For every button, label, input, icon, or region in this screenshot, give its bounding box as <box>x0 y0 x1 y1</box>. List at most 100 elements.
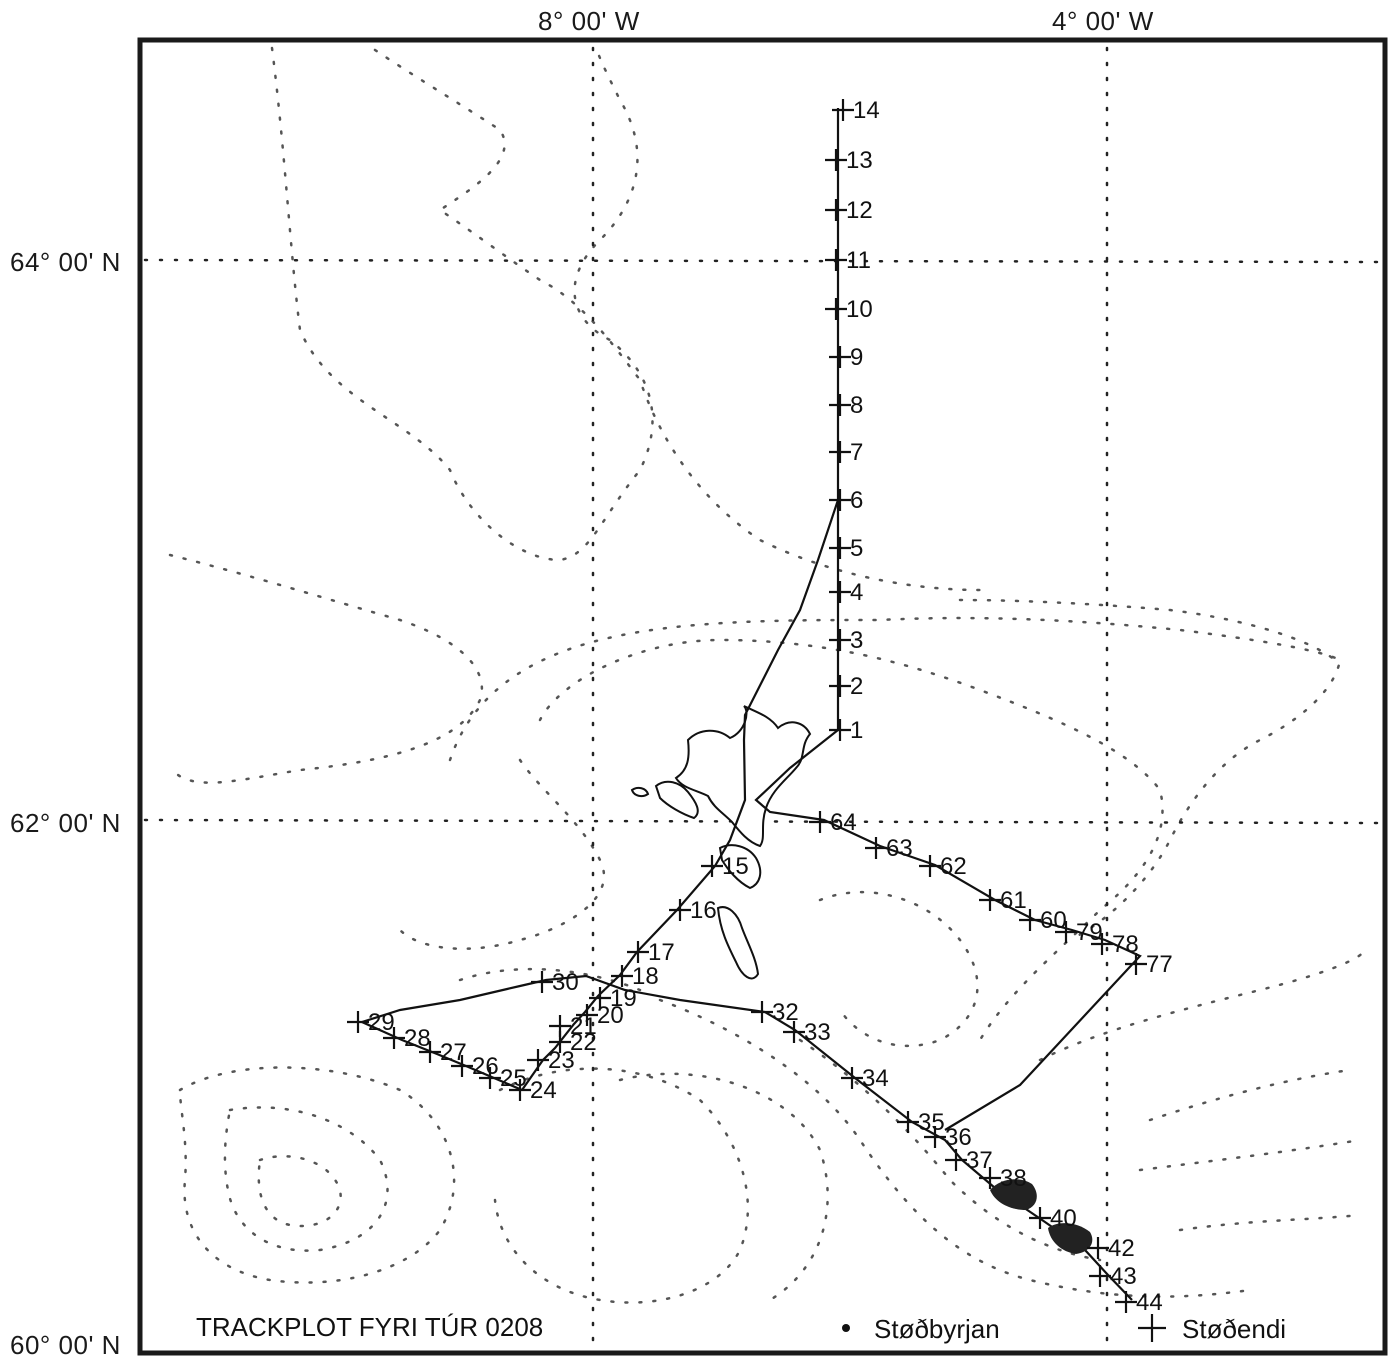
station-label: 79 <box>1076 919 1103 946</box>
station-cross-icon <box>1055 921 1077 943</box>
station-cross-icon <box>979 1167 1001 1189</box>
station-cross-icon <box>751 1001 773 1023</box>
station-cross-icon <box>627 941 649 963</box>
station-cross-icon <box>1091 933 1113 955</box>
station-label: 78 <box>1112 931 1139 958</box>
island-small <box>630 786 650 798</box>
track-segment-out <box>521 499 840 1091</box>
island-suduroy <box>716 906 760 980</box>
station-label: 15 <box>722 853 749 880</box>
contour-line <box>168 553 483 784</box>
station-label: 3 <box>850 627 863 654</box>
station-label: 77 <box>1146 951 1173 978</box>
station-cross-icon <box>825 249 847 271</box>
station-cross-icon <box>865 837 887 859</box>
track-segment-return <box>754 729 1142 1131</box>
island-sandoy <box>718 844 762 890</box>
station-cross-icon <box>383 1027 405 1049</box>
station-label: 13 <box>846 147 873 174</box>
station-label: 29 <box>368 1009 395 1036</box>
station-label: 4 <box>850 579 863 606</box>
track-segment-west <box>358 974 1133 1301</box>
contour-line <box>658 998 1252 1298</box>
station-label: 12 <box>846 197 873 224</box>
station-label: 43 <box>1110 1263 1137 1290</box>
contour-line <box>958 598 1337 662</box>
station-labels: 1 2 3 4 5 6 7 8 9 10 11 12 13 14 15 16 1… <box>368 97 1173 1316</box>
station-label: 28 <box>404 1025 431 1052</box>
faroe-islands <box>630 705 812 980</box>
station-cross-icon <box>531 971 553 993</box>
station-cross-icon <box>979 889 1001 911</box>
station-label: 18 <box>632 963 659 990</box>
station-cross-icon <box>1019 909 1041 931</box>
station-start-dot-icon <box>842 1324 850 1332</box>
station-label: 8 <box>850 392 863 419</box>
station-cross-icon <box>825 149 847 171</box>
contour-line <box>1148 1068 1352 1122</box>
station-label: 61 <box>1000 887 1027 914</box>
station-cross-icon <box>479 1067 501 1089</box>
contour-line <box>223 1106 389 1252</box>
station-cross-icon <box>1029 1207 1051 1229</box>
station-cross-icon <box>829 394 851 416</box>
station-label: 32 <box>772 999 799 1026</box>
station-label: 25 <box>500 1065 527 1092</box>
station-label: 22 <box>570 1029 597 1056</box>
station-label: 9 <box>850 344 863 371</box>
station-label: 16 <box>690 897 717 924</box>
station-cross-icon <box>1089 1265 1111 1287</box>
station-cross-icon <box>669 899 691 921</box>
station-cross-icon <box>809 811 831 833</box>
station-cross-icon <box>832 99 854 121</box>
grid-parallel-64n <box>143 258 1382 264</box>
legend-end-label: Støðendi <box>1182 1314 1286 1344</box>
station-cluster <box>1048 1223 1093 1254</box>
station-label: 33 <box>804 1019 831 1046</box>
station-cross-icon <box>1115 1291 1137 1313</box>
station-label: 38 <box>1000 1165 1027 1192</box>
legend: Støðbyrjan Støðendi <box>842 1314 1286 1344</box>
station-label: 60 <box>1040 907 1067 934</box>
longitude-label-4w: 4° 00' W <box>1052 6 1154 36</box>
contour-line <box>373 48 982 592</box>
station-markers <box>347 99 1147 1313</box>
dense-station-clusters <box>990 1179 1093 1254</box>
map-title: TRACKPLOT FYRI TÚR 0208 <box>196 1312 543 1342</box>
station-cross-icon <box>347 1011 369 1033</box>
station-label: 7 <box>850 439 863 466</box>
contour-line <box>448 616 1342 942</box>
station-cross-icon <box>829 675 851 697</box>
legend-start-label: Støðbyrjan <box>874 1314 1000 1344</box>
station-label: 2 <box>850 673 863 700</box>
station-end-cross-icon <box>1138 1314 1166 1342</box>
station-label: 20 <box>597 1002 624 1029</box>
station-label: 1 <box>850 717 863 744</box>
station-label: 19 <box>610 985 637 1012</box>
station-cross-icon <box>829 629 851 651</box>
station-cross-icon <box>825 199 847 221</box>
station-label: 35 <box>918 1109 945 1136</box>
station-label: 64 <box>830 809 857 836</box>
contour-line <box>1138 1138 1362 1172</box>
cruise-track <box>358 108 1142 1301</box>
station-cross-icon <box>701 855 723 877</box>
station-cross-icon <box>841 1067 863 1089</box>
latitude-label-60n: 60° 00' N <box>10 1330 121 1360</box>
station-cross-icon <box>829 441 851 463</box>
station-cross-icon <box>611 965 633 987</box>
station-cross-icon <box>549 1031 571 1053</box>
station-cross-icon <box>589 987 611 1009</box>
contour-line <box>178 1066 456 1284</box>
station-label: 11 <box>846 247 871 274</box>
station-cross-icon <box>509 1079 531 1101</box>
station-cluster <box>990 1179 1037 1210</box>
longitude-label-8w: 8° 00' W <box>538 6 640 36</box>
station-label: 34 <box>862 1065 889 1092</box>
station-cross-icon <box>1087 1237 1109 1259</box>
latitude-label-64n: 64° 00' N <box>10 247 121 277</box>
station-label: 37 <box>966 1147 993 1174</box>
contour-line <box>1178 1213 1362 1232</box>
latitude-label-62n: 62° 00' N <box>10 808 121 838</box>
